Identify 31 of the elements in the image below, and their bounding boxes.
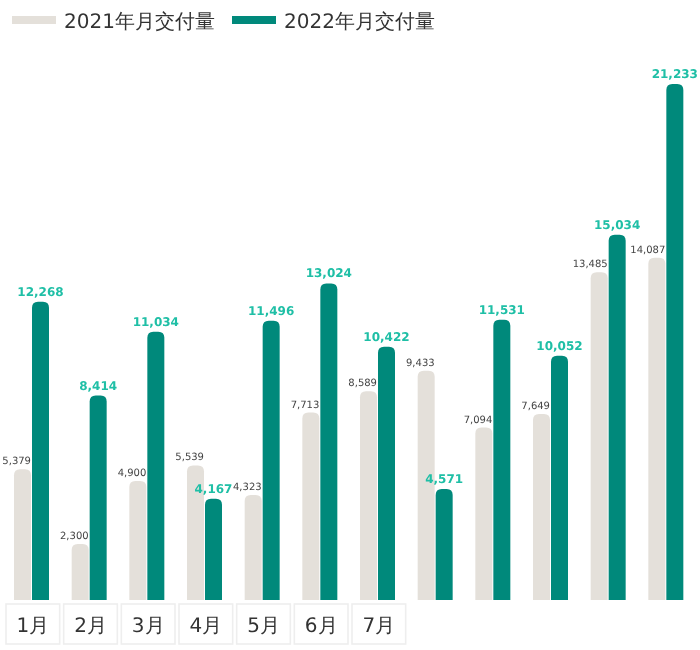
bar [302, 412, 320, 600]
x-tick-label: 1月 [16, 616, 50, 638]
bar [32, 301, 49, 600]
bar [435, 488, 453, 600]
bar [533, 414, 550, 600]
bar [590, 272, 608, 600]
bar [360, 391, 377, 600]
bar [14, 469, 31, 600]
legend-label: 2021年月交付量 [64, 10, 215, 34]
bar [262, 320, 280, 600]
x-tick-label: 5月 [247, 616, 280, 638]
x-tick-label: 7月 [362, 616, 396, 638]
bar [71, 544, 89, 600]
bar [608, 234, 626, 600]
bar [89, 395, 107, 600]
bar [244, 494, 262, 600]
x-tick-label: 2月 [74, 616, 107, 638]
bar [493, 319, 511, 600]
x-tick-label: 6月 [304, 616, 338, 638]
bar [551, 355, 568, 600]
bar [475, 427, 493, 600]
bar [320, 283, 338, 600]
x-tick-label: 3月 [131, 616, 165, 638]
bar [666, 84, 684, 600]
bar [378, 346, 395, 600]
bar [147, 331, 165, 600]
bar [648, 257, 666, 600]
bar [205, 498, 222, 600]
legend-label: 2022年月交付量 [284, 10, 435, 34]
x-tick-label: 4月 [189, 616, 223, 638]
bar [129, 480, 147, 600]
